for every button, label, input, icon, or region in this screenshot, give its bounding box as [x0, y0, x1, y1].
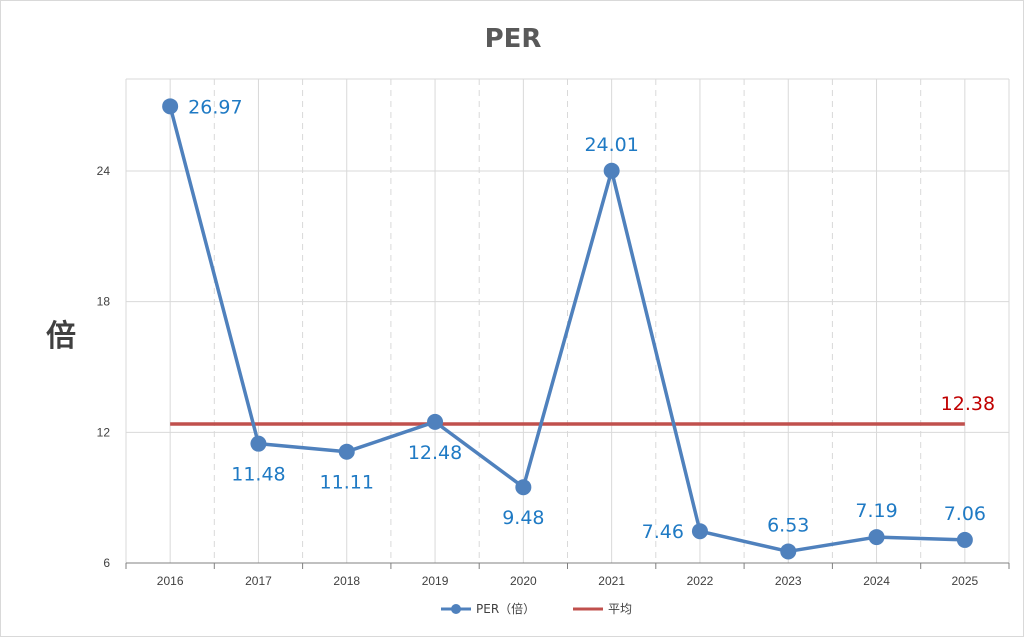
x-tick-label: 2017: [245, 574, 272, 588]
y-tick-label: 24: [97, 164, 111, 178]
per-point-2022: [691, 523, 708, 540]
data-label-2025: 7.06: [944, 503, 986, 525]
x-tick-label: 2020: [510, 574, 537, 588]
axis-layer: 6 12 18 24 2016 2017 2018 2019 2020 2021 2022 2023 2…: [97, 164, 1010, 588]
y-tick-label: 18: [97, 295, 111, 309]
legend-per-label: PER（倍）: [476, 601, 535, 616]
y-axis-label: 倍: [46, 319, 76, 354]
per-point-2016: [162, 98, 179, 115]
data-label-2019: 12.48: [408, 442, 462, 464]
x-tick-label: 2021: [598, 574, 625, 588]
x-tick-label: 2024: [863, 574, 890, 588]
average-value-label: 12.38: [941, 393, 995, 415]
per-point-2024: [868, 529, 885, 546]
data-label-2023: 6.53: [767, 514, 809, 536]
x-tick-label: 2023: [775, 574, 802, 588]
per-series: [162, 98, 973, 560]
legend-per-marker: [451, 604, 461, 614]
data-label-2024: 7.19: [855, 500, 897, 522]
per-point-2021: [603, 162, 620, 179]
per-point-2020: [515, 479, 532, 496]
per-point-2018: [338, 443, 355, 460]
per-line: [168, 105, 965, 554]
x-tick-label: 2019: [422, 574, 449, 588]
per-point-2017: [250, 435, 267, 452]
x-tick-label: 2025: [951, 574, 978, 588]
x-tick-label: 2022: [687, 574, 714, 588]
data-label-2017: 11.48: [231, 464, 285, 486]
chart-title: PER: [485, 24, 542, 54]
data-label-2018: 11.11: [320, 472, 374, 494]
y-tick-label: 6: [103, 556, 110, 570]
legend: PER（倍） 平均: [441, 601, 632, 616]
per-point-2025: [956, 531, 973, 548]
x-tick-label: 2016: [157, 574, 184, 588]
data-label-2021: 24.01: [584, 134, 638, 156]
y-tick-label: 12: [97, 425, 111, 439]
per-point-2023: [780, 543, 797, 560]
average-series: 12.38: [170, 393, 995, 426]
data-labels: 26.97 11.48 11.11 12.48 9.48 24.01 7.46 6.53 7.1…: [188, 96, 986, 543]
data-label-2020: 9.48: [502, 507, 544, 529]
legend-average-label: 平均: [608, 602, 632, 616]
per-point-2019: [427, 413, 444, 430]
x-tick-label: 2018: [333, 574, 360, 588]
data-label-2022: 7.46: [642, 521, 684, 543]
data-label-2016: 26.97: [188, 96, 242, 118]
grid-layer: [125, 78, 1010, 563]
